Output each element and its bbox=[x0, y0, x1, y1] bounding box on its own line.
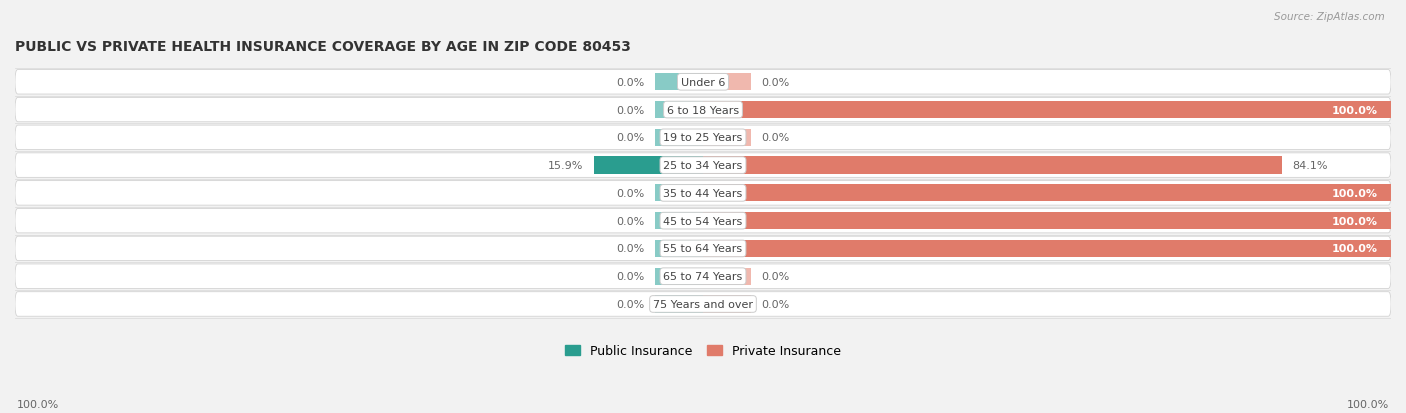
Text: 100.0%: 100.0% bbox=[1347, 399, 1389, 409]
Text: 100.0%: 100.0% bbox=[1331, 244, 1378, 254]
Bar bbox=[703, 102, 1391, 119]
Text: 15.9%: 15.9% bbox=[548, 161, 583, 171]
Text: 0.0%: 0.0% bbox=[762, 271, 790, 282]
FancyBboxPatch shape bbox=[15, 126, 1391, 150]
Bar bbox=[703, 296, 751, 313]
Text: 0.0%: 0.0% bbox=[616, 133, 644, 143]
Bar bbox=[655, 129, 703, 147]
Text: 0.0%: 0.0% bbox=[616, 271, 644, 282]
Text: Source: ZipAtlas.com: Source: ZipAtlas.com bbox=[1274, 12, 1385, 22]
Text: 0.0%: 0.0% bbox=[762, 133, 790, 143]
Bar bbox=[703, 185, 1391, 202]
Text: Under 6: Under 6 bbox=[681, 78, 725, 88]
Text: 0.0%: 0.0% bbox=[762, 78, 790, 88]
Bar bbox=[655, 213, 703, 230]
Text: 65 to 74 Years: 65 to 74 Years bbox=[664, 271, 742, 282]
Text: 0.0%: 0.0% bbox=[616, 244, 644, 254]
Text: 0.0%: 0.0% bbox=[616, 78, 644, 88]
Bar bbox=[703, 129, 751, 147]
Bar bbox=[703, 213, 1391, 230]
Bar bbox=[655, 74, 703, 91]
FancyBboxPatch shape bbox=[15, 70, 1391, 95]
Text: 35 to 44 Years: 35 to 44 Years bbox=[664, 188, 742, 198]
Text: 55 to 64 Years: 55 to 64 Years bbox=[664, 244, 742, 254]
Text: 0.0%: 0.0% bbox=[616, 188, 644, 198]
Bar bbox=[593, 157, 703, 174]
Text: 100.0%: 100.0% bbox=[1331, 216, 1378, 226]
Text: 0.0%: 0.0% bbox=[616, 105, 644, 115]
Text: 75 Years and over: 75 Years and over bbox=[652, 299, 754, 309]
FancyBboxPatch shape bbox=[15, 98, 1391, 123]
Text: 6 to 18 Years: 6 to 18 Years bbox=[666, 105, 740, 115]
Text: 0.0%: 0.0% bbox=[616, 299, 644, 309]
Text: 25 to 34 Years: 25 to 34 Years bbox=[664, 161, 742, 171]
Text: 84.1%: 84.1% bbox=[1292, 161, 1327, 171]
Text: 19 to 25 Years: 19 to 25 Years bbox=[664, 133, 742, 143]
Legend: Public Insurance, Private Insurance: Public Insurance, Private Insurance bbox=[560, 339, 846, 362]
FancyBboxPatch shape bbox=[15, 237, 1391, 261]
Bar bbox=[703, 268, 751, 285]
Bar bbox=[703, 74, 751, 91]
Text: 100.0%: 100.0% bbox=[1331, 188, 1378, 198]
Text: 100.0%: 100.0% bbox=[1331, 105, 1378, 115]
Text: PUBLIC VS PRIVATE HEALTH INSURANCE COVERAGE BY AGE IN ZIP CODE 80453: PUBLIC VS PRIVATE HEALTH INSURANCE COVER… bbox=[15, 40, 631, 54]
Bar bbox=[655, 296, 703, 313]
Text: 0.0%: 0.0% bbox=[762, 299, 790, 309]
Bar bbox=[703, 240, 1391, 257]
Text: 0.0%: 0.0% bbox=[616, 216, 644, 226]
Bar bbox=[655, 185, 703, 202]
Text: 45 to 54 Years: 45 to 54 Years bbox=[664, 216, 742, 226]
FancyBboxPatch shape bbox=[15, 292, 1391, 316]
Bar bbox=[655, 268, 703, 285]
Bar bbox=[703, 157, 1282, 174]
FancyBboxPatch shape bbox=[15, 264, 1391, 289]
FancyBboxPatch shape bbox=[15, 209, 1391, 233]
FancyBboxPatch shape bbox=[15, 154, 1391, 178]
Text: 100.0%: 100.0% bbox=[17, 399, 59, 409]
FancyBboxPatch shape bbox=[15, 181, 1391, 206]
Bar bbox=[655, 102, 703, 119]
Bar bbox=[655, 240, 703, 257]
